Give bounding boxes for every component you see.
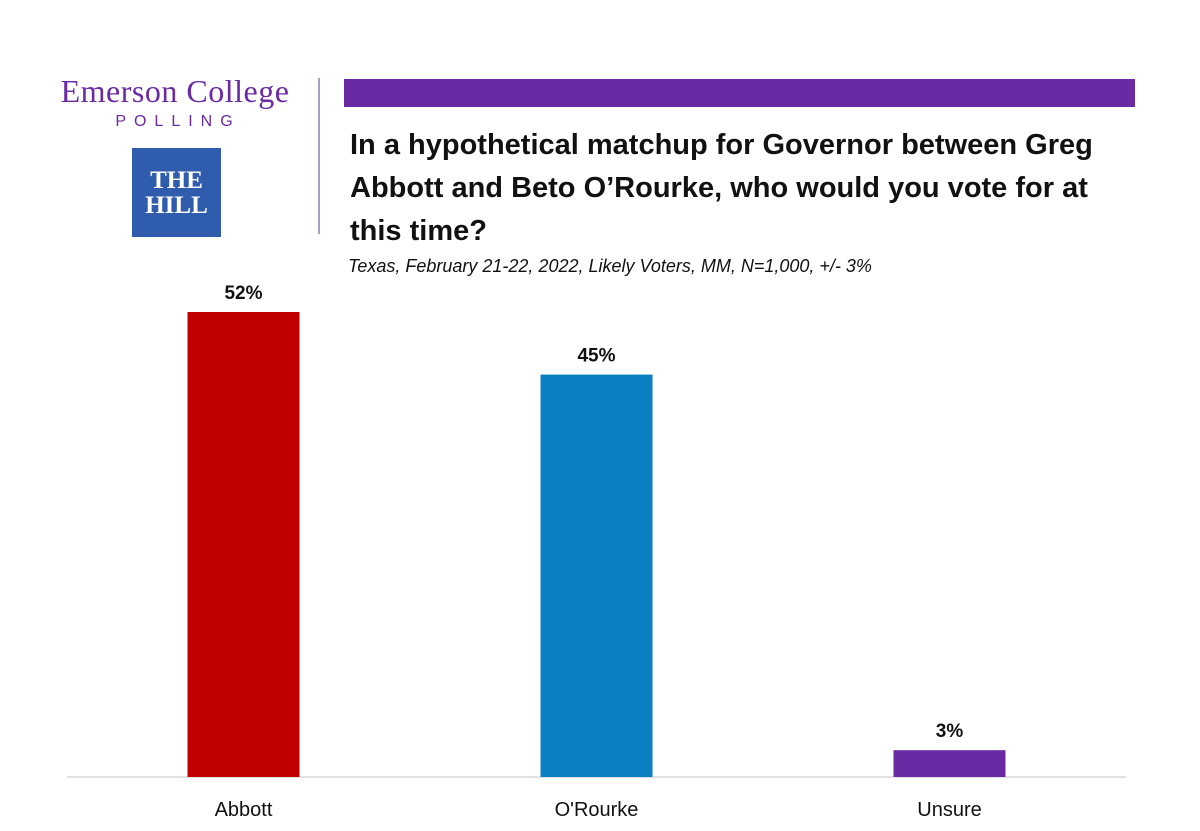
data-label-unsure: 3% [936,721,964,742]
data-label-o-rourke: 45% [577,346,615,367]
chart-title: In a hypothetical matchup for Governor b… [350,129,1093,247]
bar-unsure [893,750,1006,777]
category-label-o-rourke: O'Rourke [555,799,639,821]
chart-subtitle: Texas, February 21-22, 2022, Likely Vote… [348,256,872,276]
hill-logo-line1: THE [150,166,203,194]
logo-divider [318,78,320,234]
title-accent-bar [344,79,1135,107]
bar-abbott [187,312,300,777]
emerson-logo-name: Emerson College [60,73,290,109]
emerson-college-polling-logo: Emerson College POLLING [40,72,310,133]
category-label-unsure: Unsure [917,799,981,821]
category-label-abbott: Abbott [215,799,273,821]
bar-o-rourke [540,374,653,777]
hill-logo-line2: HILL [145,191,208,219]
emerson-logo-polling: POLLING [115,113,241,130]
the-hill-logo: THE HILL [132,148,221,237]
data-label-abbott: 52% [224,283,262,304]
